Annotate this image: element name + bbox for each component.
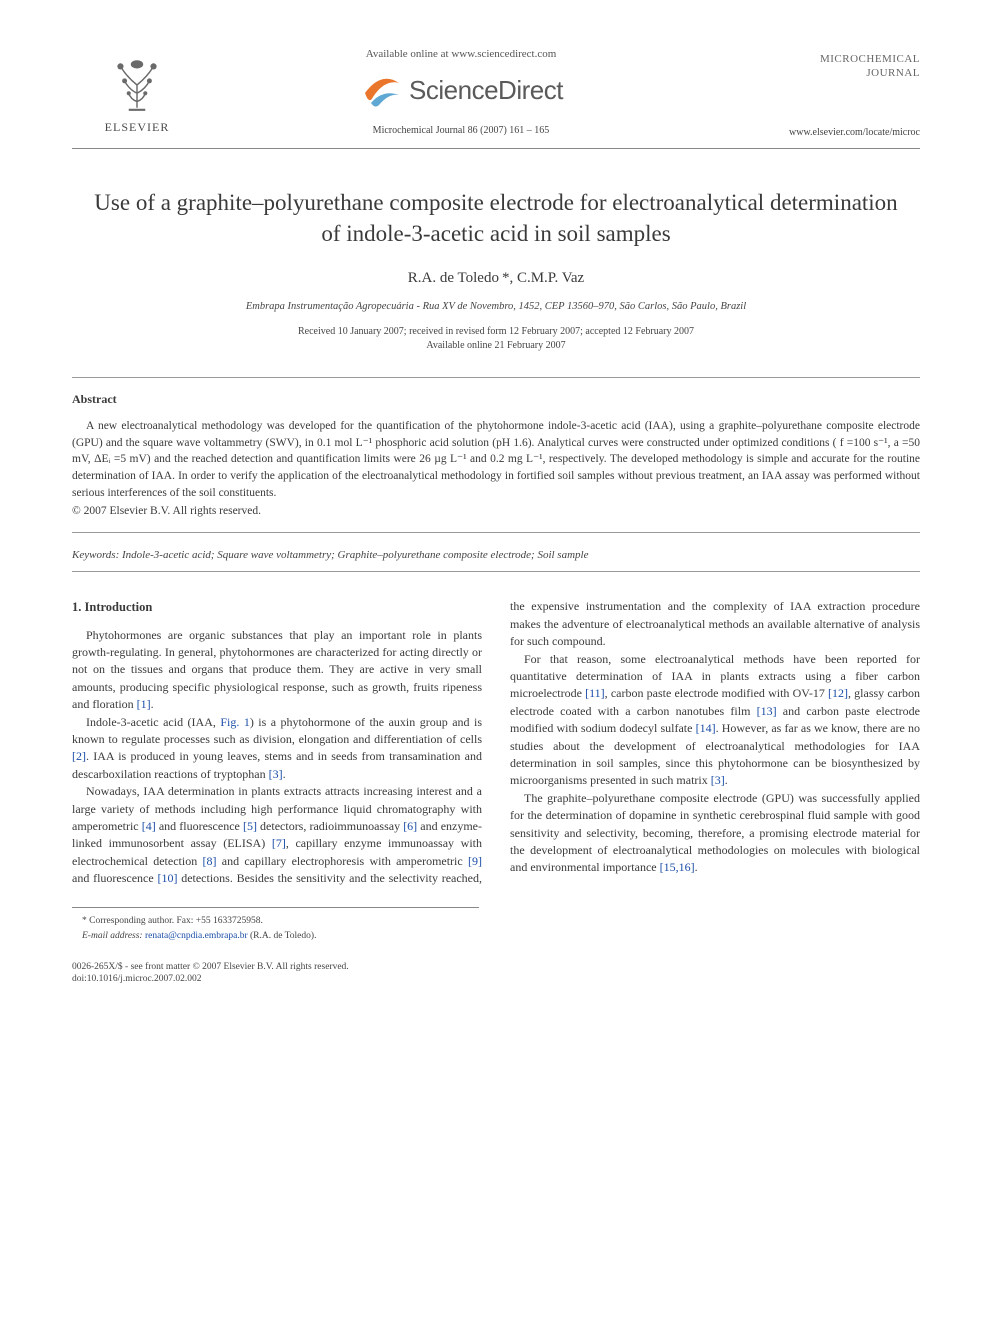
ref-link-13[interactable]: [13] (757, 704, 777, 718)
elsevier-wordmark: ELSEVIER (105, 118, 170, 136)
footer-left: 0026-265X/$ - see front matter © 2007 El… (72, 961, 349, 986)
ref-link-2[interactable]: [2] (72, 749, 86, 763)
keywords-label: Keywords: (72, 549, 119, 561)
ref-link-7[interactable]: [7] (272, 836, 286, 850)
ref-link-3b[interactable]: [3] (711, 773, 725, 787)
ref-link-12[interactable]: [12] (828, 686, 848, 700)
abstract-paragraph: A new electroanalytical methodology was … (72, 418, 920, 501)
section-1-heading: 1. Introduction (72, 598, 482, 616)
abstract-label: Abstract (72, 390, 920, 408)
journal-name-l1: MICROCHEMICAL (820, 53, 920, 65)
footnote-email-link[interactable]: renata@cnpdia.embrapa.br (145, 931, 248, 941)
ref-link-1516[interactable]: [15,16] (660, 860, 695, 874)
body-p5: The graphite–polyurethane composite elec… (510, 790, 920, 877)
ref-link-8[interactable]: [8] (202, 854, 216, 868)
affiliation: Embrapa Instrumentação Agropecuária - Ru… (72, 299, 920, 315)
abstract-copyright: © 2007 Elsevier B.V. All rights reserved… (72, 503, 920, 520)
ref-link-5[interactable]: [5] (243, 819, 257, 833)
footnote-corr: * Corresponding author. Fax: +55 1633725… (72, 914, 479, 928)
keywords-rule (72, 571, 920, 572)
corresponding-author-footnote: * Corresponding author. Fax: +55 1633725… (72, 907, 479, 943)
ref-link-14[interactable]: [14] (696, 721, 716, 735)
dates-received: Received 10 January 2007; received in re… (298, 326, 694, 337)
ref-link-10[interactable]: [10] (157, 871, 177, 885)
abstract-text: A new electroanalytical methodology was … (72, 418, 920, 520)
footer-doi: doi:10.1016/j.microc.2007.02.002 (72, 974, 202, 984)
sciencedirect-wordmark: ScienceDirect (409, 71, 563, 110)
body-columns: 1. Introduction Phytohormones are organi… (72, 598, 920, 887)
publisher-header: ELSEVIER Available online at www.science… (72, 40, 920, 149)
keywords-values: Indole-3-acetic acid; Square wave voltam… (119, 549, 588, 561)
body-p4: For that reason, some electroanalytical … (510, 651, 920, 790)
sciencedirect-logo: ScienceDirect (212, 69, 710, 113)
header-right: MICROCHEMICAL JOURNAL www.elsevier.com/l… (720, 40, 920, 140)
keywords-line: Keywords: Indole-3-acetic acid; Square w… (72, 547, 920, 564)
article-title: Use of a graphite–polyurethane composite… (82, 187, 910, 249)
elsevier-tree-icon (106, 54, 168, 116)
abstract-block: Abstract A new electroanalytical methodo… (72, 377, 920, 533)
citation-line: Microchemical Journal 86 (2007) 161 – 16… (212, 123, 710, 138)
journal-url: www.elsevier.com/locate/microc (720, 125, 920, 140)
journal-name: MICROCHEMICAL JOURNAL (720, 52, 920, 81)
ref-link-6[interactable]: [6] (403, 819, 417, 833)
sciencedirect-swoosh-icon (359, 69, 403, 113)
footnote-email-line: E-mail address: renata@cnpdia.embrapa.br… (72, 929, 479, 943)
article-dates: Received 10 January 2007; received in re… (72, 325, 920, 353)
available-online-line: Available online at www.sciencedirect.co… (212, 46, 710, 63)
header-center: Available online at www.sciencedirect.co… (212, 40, 710, 138)
fig-link-1[interactable]: Fig. 1 (220, 715, 249, 729)
ref-link-9[interactable]: [9] (468, 854, 482, 868)
ref-link-3[interactable]: [3] (269, 767, 283, 781)
authors: R.A. de Toledo *, C.M.P. Vaz (72, 267, 920, 290)
ref-link-4[interactable]: [4] (142, 819, 156, 833)
body-p2: Indole-3-acetic acid (IAA, Fig. 1) is a … (72, 714, 482, 784)
elsevier-logo: ELSEVIER (72, 40, 202, 136)
page-footer: 0026-265X/$ - see front matter © 2007 El… (72, 961, 920, 986)
dates-available: Available online 21 February 2007 (426, 340, 565, 351)
journal-name-l2: JOURNAL (866, 67, 920, 79)
footnote-email-label: E-mail address: (82, 931, 143, 941)
body-p1: Phytohormones are organic substances tha… (72, 627, 482, 714)
footnote-email-tail: (R.A. de Toledo). (248, 931, 317, 941)
ref-link-1[interactable]: [1] (137, 697, 151, 711)
footer-front-matter: 0026-265X/$ - see front matter © 2007 El… (72, 962, 349, 972)
ref-link-11[interactable]: [11] (585, 686, 605, 700)
